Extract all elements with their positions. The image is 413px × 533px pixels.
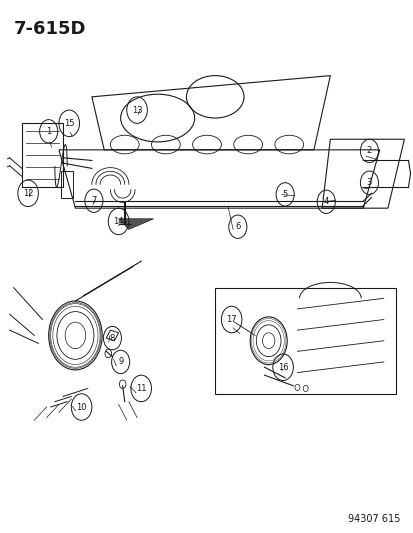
Text: 15: 15 — [64, 119, 74, 128]
Text: 17: 17 — [226, 315, 236, 324]
Text: 8: 8 — [109, 334, 115, 343]
Text: 2: 2 — [366, 147, 371, 156]
Text: 4: 4 — [323, 197, 328, 206]
Text: 14: 14 — [113, 217, 123, 226]
Text: 5: 5 — [282, 190, 287, 199]
Text: 3: 3 — [366, 178, 371, 187]
Text: 7-615D: 7-615D — [14, 20, 86, 38]
Text: 10: 10 — [76, 402, 87, 411]
Text: 9: 9 — [118, 358, 123, 367]
Text: 6: 6 — [235, 222, 240, 231]
Text: 11: 11 — [135, 384, 146, 393]
Text: 13: 13 — [131, 106, 142, 115]
Text: 16: 16 — [277, 363, 288, 372]
Polygon shape — [118, 219, 153, 229]
Text: 1: 1 — [46, 127, 51, 136]
Text: 94307 615: 94307 615 — [347, 514, 399, 523]
Text: 12: 12 — [23, 189, 33, 198]
Text: 7: 7 — [91, 196, 96, 205]
